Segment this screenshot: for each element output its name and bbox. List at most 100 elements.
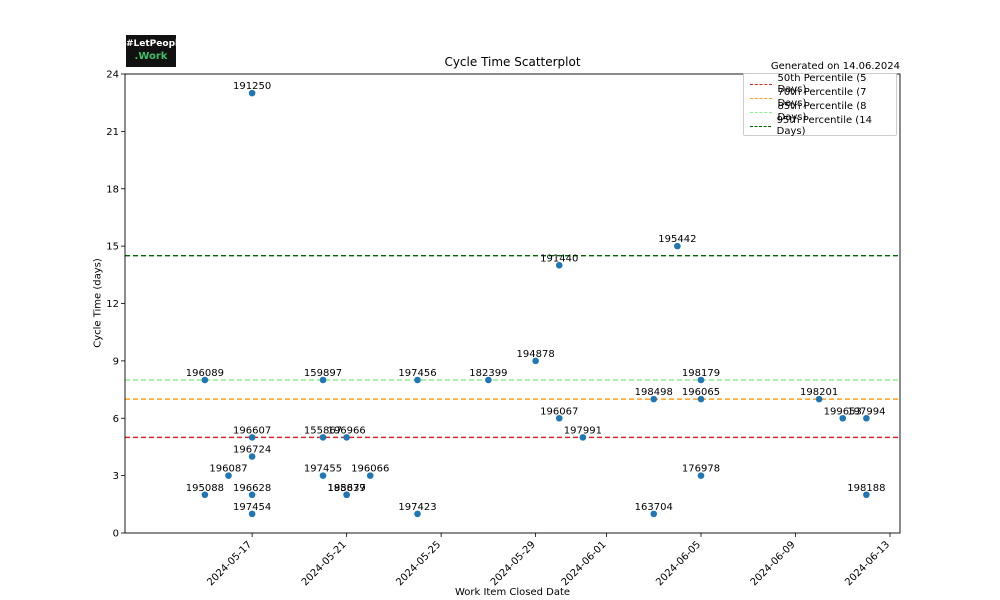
point-label: 196966 [328, 425, 366, 436]
point-label: 197456 [398, 368, 436, 379]
data-point [555, 414, 563, 422]
data-point [579, 434, 587, 441]
legend-label-p70: 70th Percentile (7 Days) [777, 87, 867, 109]
point-label: 196067 [540, 406, 578, 417]
point-label: 196065 [682, 387, 720, 398]
point-label: 191250 [233, 81, 271, 92]
data-point [319, 472, 327, 479]
x-tick-label: 2024-06-01 [560, 539, 609, 588]
data-point [319, 376, 327, 384]
data-point [650, 395, 658, 403]
y-tick-label: 6 [113, 414, 119, 425]
point-label: 195088 [186, 483, 224, 494]
data-point [650, 510, 658, 518]
y-tick-label: 12 [106, 299, 119, 310]
data-point [863, 491, 870, 499]
data-point [248, 89, 256, 97]
data-point [697, 472, 705, 479]
y-tick-label: 9 [113, 356, 119, 367]
legend-item-p70: 70th Percentile (7 Days) [744, 87, 896, 109]
x-tick-label: 2024-05-21 [300, 539, 349, 588]
data-point [414, 510, 421, 518]
data-point [697, 376, 705, 384]
data-point [201, 491, 209, 499]
point-label: 198498 [635, 387, 673, 398]
y-tick-label: 21 [106, 127, 119, 138]
point-label: 196607 [233, 425, 271, 436]
data-point [366, 472, 374, 479]
data-point [839, 414, 847, 422]
data-point [225, 472, 232, 479]
point-label: 198201 [800, 387, 838, 398]
point-label: 191440 [540, 253, 578, 264]
point-label: 198179 [682, 368, 720, 379]
chart-title: Cycle Time Scatterplot [444, 55, 581, 69]
y-tick-label: 3 [113, 471, 119, 482]
y-tick-label: 15 [106, 242, 119, 253]
point-label: 199653 [824, 406, 862, 417]
legend-label-p85: 85th Percentile (8 Days) [777, 101, 867, 123]
point-label: 195637 [328, 483, 366, 494]
data-point [674, 242, 681, 250]
point-label: 196087 [209, 464, 247, 475]
legend-swatch-p95 [750, 125, 771, 127]
data-point [248, 453, 256, 460]
y-axis-label: Cycle Time (days) [92, 258, 104, 348]
x-tick-label: 2024-05-25 [394, 539, 443, 588]
data-point [863, 414, 870, 422]
legend: 50th Percentile (5 Days) 70th Percentile… [743, 73, 897, 137]
point-label: 188879 [328, 483, 366, 494]
point-label: 197423 [398, 502, 436, 513]
y-tick-label: 0 [113, 529, 119, 540]
legend-swatch-p50 [750, 83, 772, 85]
point-label: 182399 [469, 368, 507, 379]
x-tick-label: 2024-06-09 [749, 539, 798, 588]
point-label: 176978 [682, 464, 720, 475]
logo-line-1: #LetPeople [126, 39, 185, 49]
x-tick-label: 2024-06-13 [843, 539, 892, 588]
point-label: 197455 [304, 464, 342, 475]
data-point [485, 376, 492, 384]
legend-swatch-p85 [750, 111, 772, 113]
legend-swatch-p70 [750, 97, 772, 99]
x-tick-label: 2024-05-29 [489, 539, 538, 588]
point-label: 195442 [658, 234, 696, 245]
data-point [532, 357, 539, 365]
x-axis-label: Work Item Closed Date [454, 587, 571, 598]
data-point [555, 261, 563, 269]
data-point [343, 491, 350, 499]
data-point [248, 491, 256, 499]
legend-item-p95: 95th Percentile (14 Days) [744, 115, 896, 137]
point-label: 196089 [186, 368, 224, 379]
point-label: 197991 [564, 425, 602, 436]
data-point [815, 395, 823, 403]
point-label: 159897 [304, 368, 342, 379]
legend-label-p95: 95th Percentile (14 Days) [776, 115, 872, 137]
data-point [414, 376, 421, 384]
x-tick-label: 2024-05-17 [205, 539, 254, 588]
legend-item-p85: 85th Percentile (8 Days) [744, 101, 896, 123]
x-tick-label: 2024-06-05 [654, 539, 703, 588]
generated-date: Generated on 14.06.2024 [770, 61, 900, 72]
y-tick-label: 24 [106, 70, 119, 81]
point-label: 196066 [351, 464, 389, 475]
point-label: 196724 [233, 445, 271, 456]
point-label: 196628 [233, 483, 271, 494]
logo-line-2: .Work [134, 51, 168, 62]
point-label: 198188 [847, 483, 885, 494]
legend-label-p50: 50th Percentile (5 Days) [777, 73, 867, 95]
data-point [248, 434, 256, 441]
legend-item-p50: 50th Percentile (5 Days) [744, 73, 896, 95]
data-point [319, 434, 327, 441]
point-label: 197994 [847, 406, 885, 417]
letpeople-logo: #LetPeople .Work [126, 35, 185, 67]
data-point [201, 376, 209, 384]
y-tick-label: 18 [106, 184, 119, 195]
point-label: 163704 [635, 502, 673, 513]
data-point [343, 434, 350, 441]
point-label: 194878 [517, 349, 555, 360]
data-point [697, 395, 705, 403]
point-label: 197454 [233, 502, 271, 513]
data-point [248, 510, 256, 518]
